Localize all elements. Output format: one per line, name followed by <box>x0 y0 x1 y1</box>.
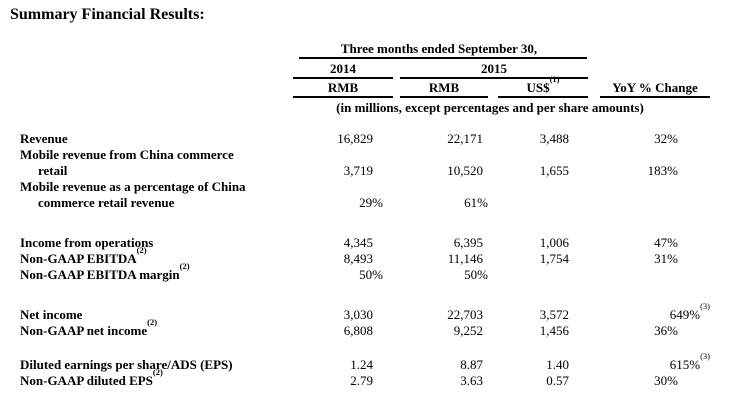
cell-2015-rmb: 50% <box>464 267 488 282</box>
year-2015-underline <box>400 77 588 79</box>
row-label-line: Non-GAAP net income(2) <box>20 316 158 338</box>
cell-2014-rmb: 1.24 <box>350 357 373 372</box>
row-group: Revenue 16,829 22,171 3,488 32% Mobile r… <box>0 131 737 211</box>
cell-2014-rmb: 16,829 <box>337 131 373 146</box>
year-2014-underline <box>293 77 393 79</box>
usd-header-label: US$ <box>526 80 550 95</box>
table-row: Diluted earnings per share/ADS (EPS) 1.2… <box>0 350 737 373</box>
rmb-2014-header: RMB <box>327 80 359 95</box>
row-label: Revenue <box>20 131 293 147</box>
cell-yoy-change: 30% <box>654 373 678 388</box>
cell-yoy-change: 183% <box>647 163 678 178</box>
row-label-line: Mobile revenue as a percentage of China <box>20 179 246 194</box>
rmb-2015-header: RMB <box>428 80 460 95</box>
cell-2015-usd: 1,006 <box>539 235 569 250</box>
cell-2015-usd: 0.57 <box>546 373 569 388</box>
row-label: Non-GAAP EBITDA(2) <box>20 244 293 267</box>
row-label-line: Non-GAAP EBITDA(2) <box>20 244 147 266</box>
cell-2014-rmb: 6,808 <box>343 323 373 338</box>
cell-yoy-change: 649%(3) <box>669 300 710 322</box>
cell-2014-rmb: 8,493 <box>343 251 373 266</box>
cell-2014-rmb: 50% <box>359 267 383 282</box>
row-label: Income from operations <box>20 235 293 251</box>
cell-2015-usd: 1,754 <box>539 251 569 266</box>
table-body: Revenue 16,829 22,171 3,488 32% Mobile r… <box>0 131 737 389</box>
row-group: Income from operations 4,345 6,395 1,006… <box>0 235 737 283</box>
year-2015-header: 2015 <box>481 61 507 76</box>
footnote-marker: (2) <box>152 366 163 377</box>
cell-2015-rmb: 22,703 <box>447 307 483 322</box>
table-row: Mobile revenue as a percentage of China c… <box>0 179 737 211</box>
row-label-line: Revenue <box>20 131 68 146</box>
cell-2014-rmb: 4,345 <box>343 235 373 250</box>
units-note: (in millions, except percentages and per… <box>336 100 644 115</box>
cell-2015-rmb: 11,146 <box>447 251 483 266</box>
row-label: Mobile revenue as a percentage of China c… <box>20 179 293 211</box>
row-label: Non-GAAP diluted EPS(2) <box>20 366 293 389</box>
cell-2015-rmb: 22,171 <box>447 131 483 146</box>
table-row: Non-GAAP net income(2) 6,808 9,252 1,456… <box>0 316 737 339</box>
rmb-2014-underline <box>293 96 393 98</box>
table-row: Net income 3,030 22,703 3,572 649%(3) <box>0 300 737 323</box>
yoy-change-header: YoY % Change <box>612 80 698 95</box>
cell-2014-rmb: 3,719 <box>343 163 373 178</box>
cell-2015-usd: 1,456 <box>539 323 569 338</box>
row-label: Non-GAAP net income(2) <box>20 316 293 339</box>
period-underline <box>299 57 587 59</box>
row-label-line: Diluted earnings per share/ADS (EPS) <box>20 357 233 372</box>
row-label: Mobile revenue from China commerce retail <box>20 147 293 179</box>
row-label-line: retail <box>38 163 68 178</box>
cell-2014-rmb: 2.79 <box>350 373 373 388</box>
year-2014-header: 2014 <box>330 61 356 76</box>
cell-yoy-change: 615%(3) <box>669 350 710 372</box>
table-row: Non-GAAP EBITDA margin(2) 50% 50% <box>0 260 737 283</box>
row-label: Non-GAAP EBITDA margin(2) <box>20 260 293 283</box>
table-row: Non-GAAP EBITDA(2) 8,493 11,146 1,754 31… <box>0 244 737 267</box>
usd-header: US$(1) <box>498 74 588 95</box>
footnote-marker: (2) <box>136 244 147 255</box>
cell-yoy-change: 32% <box>654 131 678 146</box>
cell-2015-rmb: 6,395 <box>453 235 483 250</box>
row-label: Net income <box>20 307 293 323</box>
cell-2015-rmb: 10,520 <box>447 163 483 178</box>
cell-yoy-change: 47% <box>654 235 678 250</box>
cell-2015-rmb: 3.63 <box>460 373 483 388</box>
cell-2015-usd: 1,655 <box>539 163 569 178</box>
footnote-marker: (3) <box>700 350 710 361</box>
cell-yoy-change: 31% <box>654 251 678 266</box>
cell-2015-rmb: 9,252 <box>453 323 483 338</box>
page-title: Summary Financial Results: <box>10 6 205 23</box>
row-label-line: Mobile revenue from China commerce <box>20 147 234 162</box>
row-label-line: Net income <box>20 307 83 322</box>
yoy-underline <box>600 96 710 98</box>
footnote-marker: (2) <box>179 260 190 271</box>
cell-2015-usd: 1.40 <box>546 357 569 372</box>
rmb-2015-underline <box>400 96 488 98</box>
footnote-marker: (3) <box>700 300 710 311</box>
usd-footnote-marker: (1) <box>549 73 560 84</box>
cell-2015-usd: 3,488 <box>539 131 569 146</box>
table-row: Income from operations 4,345 6,395 1,006… <box>0 235 737 251</box>
cell-2014-rmb: 3,030 <box>343 307 373 322</box>
table-row: Mobile revenue from China commerce retail… <box>0 147 737 179</box>
table-row: Non-GAAP diluted EPS(2) 2.79 3.63 0.57 3… <box>0 366 737 389</box>
row-label-line: Non-GAAP diluted EPS(2) <box>20 366 163 388</box>
row-label-line: commerce retail revenue <box>38 195 175 210</box>
row-label-line: Income from operations <box>20 235 154 250</box>
row-label-line: Non-GAAP EBITDA margin(2) <box>20 260 190 282</box>
row-label: Diluted earnings per share/ADS (EPS) <box>20 357 293 373</box>
footnote-marker: (2) <box>147 316 158 327</box>
table-row: Revenue 16,829 22,171 3,488 32% <box>0 131 737 147</box>
cell-yoy-change: 36% <box>654 323 678 338</box>
row-group: Diluted earnings per share/ADS (EPS) 1.2… <box>0 350 737 389</box>
row-group: Net income 3,030 22,703 3,572 649%(3) No… <box>0 300 737 339</box>
cell-2015-usd: 3,572 <box>539 307 569 322</box>
period-header: Three months ended September 30, <box>340 41 538 56</box>
cell-2015-rmb: 8.87 <box>460 357 483 372</box>
usd-underline <box>498 96 588 98</box>
cell-2014-rmb: 29% <box>359 195 383 210</box>
cell-2015-rmb: 61% <box>464 195 488 210</box>
